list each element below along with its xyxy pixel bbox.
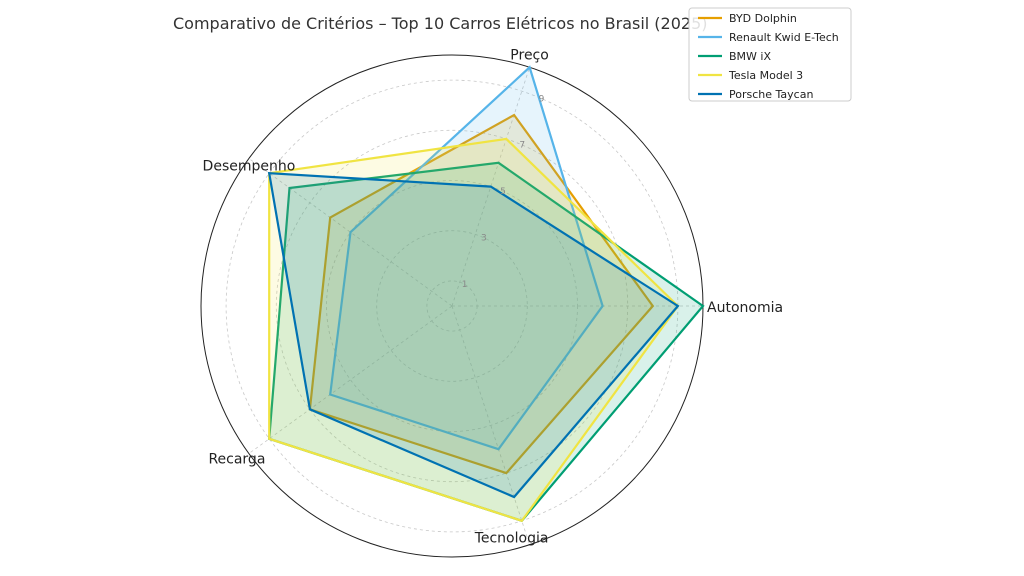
series-fill-renault-kwid-e-tech <box>330 67 603 450</box>
axis-label-desempenho: Desempenho <box>203 158 296 174</box>
series-line-renault-kwid-e-tech <box>328 65 604 451</box>
series-line-tesla-model-3 <box>268 137 680 523</box>
tick-label-9: 9 <box>539 94 545 104</box>
tick-label-7: 7 <box>519 141 525 151</box>
chart-title: Comparativo de Critérios – Top 10 Carros… <box>173 14 708 33</box>
legend-entry: Renault Kwid E-Tech <box>729 31 839 44</box>
series-line-byd-dolphin <box>308 113 655 475</box>
legend-entry: Tesla Model 3 <box>728 69 803 82</box>
series-layer <box>267 65 705 523</box>
legend-box <box>688 7 852 102</box>
grid-ring-3 <box>376 230 528 382</box>
radial-tick-labels: 1 3 5 7 9 <box>462 94 545 290</box>
legend-entry: BMW iX <box>729 50 771 63</box>
axis-labels: Autonomia Preço Desempenho Recarga Tecnologi… <box>203 47 784 546</box>
series-fill-porsche-taycan <box>269 173 678 497</box>
series-fill-byd-dolphin <box>309 115 653 474</box>
series-line-bmw-ix <box>268 161 705 523</box>
legend-entry: Porsche Taycan <box>729 88 813 101</box>
legend-entry: BYD Dolphin <box>729 12 797 25</box>
legend: BYD Dolphin Renault Kwid E-Tech BMW iX Tesl… <box>688 7 852 102</box>
grid-ring-5 <box>326 180 578 432</box>
axis-label-preço: Preço <box>510 47 549 63</box>
tick-label-1: 1 <box>462 280 468 290</box>
axis-label-autonomia: Autonomia <box>707 300 783 316</box>
axis-label-tecnologia: Tecnologia <box>474 531 549 547</box>
axis-label-recarga: Recarga <box>208 452 265 468</box>
tick-label-3: 3 <box>481 233 487 243</box>
series-line-porsche-taycan <box>267 172 680 499</box>
tick-label-5: 5 <box>500 187 506 197</box>
